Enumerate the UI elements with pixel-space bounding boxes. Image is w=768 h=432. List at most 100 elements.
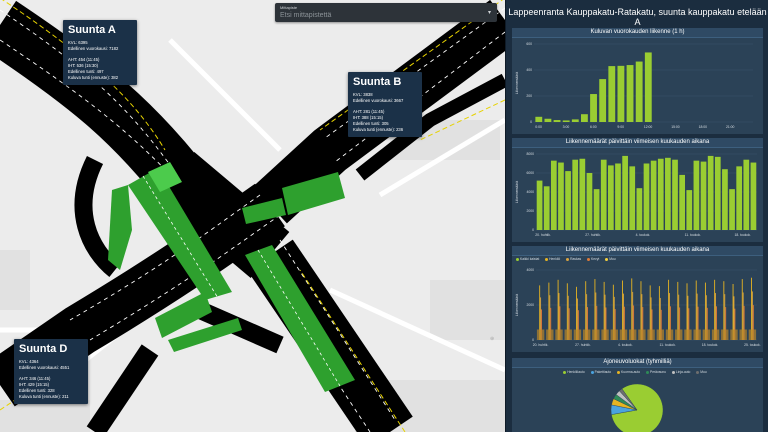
info-line: Edellinen vuorokausi: 3667 [353, 98, 404, 103]
y-tick-label: 0 [532, 338, 534, 342]
bar [736, 166, 743, 230]
info-line: IHT: 536 (15:30) [68, 63, 99, 68]
info-box-direction-a[interactable]: Suunta A KVL: 6395 Edellinen vuorokausi:… [63, 20, 137, 85]
search-placeholder[interactable]: Etsi mittapistettä [280, 12, 332, 19]
bar [615, 163, 621, 230]
spike-bar [715, 293, 717, 340]
daily-bar-chart[interactable]: 0 2000 4000 6000 8000 Liikennemäärä 20. huhtik… [512, 148, 763, 242]
spike-bar [587, 307, 589, 340]
info-box-direction-d[interactable]: Suunta D KVL: 4364 Edellinen vuorokausi:… [14, 339, 88, 404]
spike-bar [751, 291, 753, 340]
bar [580, 114, 588, 122]
x-tick-label: 20. huhtik. [535, 233, 551, 237]
hourly-bar-chart[interactable]: 0 200 400 600 Liikennemäärä 0:00 3:00 6:00 9:00 1… [512, 38, 763, 134]
spike-bar [585, 281, 587, 340]
base-bar [629, 329, 637, 340]
legend-item: Kuorma-auto [621, 370, 641, 374]
bar [586, 173, 593, 230]
vehicle-class-pie-chart[interactable] [512, 376, 763, 432]
base-bar [573, 329, 582, 340]
base-bar [638, 329, 646, 340]
bar [629, 166, 636, 230]
spike-bar [577, 310, 579, 340]
spike-bar [660, 309, 662, 340]
spike-bar [687, 295, 689, 340]
base-bar [693, 329, 701, 340]
pie-slice [611, 383, 664, 432]
y-tick-label: 0 [532, 228, 534, 232]
bar [714, 156, 721, 230]
spike-bar [752, 305, 754, 340]
spike-bar [632, 291, 634, 340]
chart-legend: Kaikki kaistat Henkilö Raskas Kevyt Muu [516, 257, 759, 261]
bar [608, 165, 614, 230]
chart-vehicle-classes: Ajoneuvoluokat (tyhmilliä) Henkilöauto P… [512, 358, 763, 432]
spike-bar [558, 293, 560, 340]
chart-hourly: Kuluvan vuorokauden liikenne (1 h) 0 200 4… [512, 28, 763, 134]
bar [729, 189, 735, 230]
highlighted-lanes[interactable] [108, 162, 355, 392]
chart-title: Ajoneuvoluokat (tyhmilliä) [512, 358, 763, 368]
info-line: AHT: 454 (11:45) [68, 57, 100, 62]
spike-bar [548, 282, 550, 340]
spike-bar [623, 306, 625, 340]
bar [562, 120, 570, 122]
base-bar [702, 329, 711, 340]
spike-bar [567, 295, 569, 340]
info-box-title: Suunta A [68, 24, 116, 36]
spike-bar [603, 281, 605, 340]
y-tick-label: 2000 [526, 209, 534, 213]
bar [593, 189, 600, 230]
info-line: AHT: 346 (11:45) [19, 376, 51, 381]
y-tick-label: 8000 [526, 152, 534, 156]
base-bar [564, 329, 572, 340]
y-tick-label: 400 [526, 68, 532, 72]
base-bar [675, 329, 683, 340]
base-bar [739, 329, 747, 340]
spike-bar [622, 280, 623, 340]
x-tick-label: 3:00 [563, 125, 570, 129]
x-tick-label: 11. toukok. [660, 343, 676, 347]
daily-lanes-chart[interactable]: 0 2000 4000 Liikennemäärä 20. huhtik. 27. huh… [512, 264, 763, 352]
info-box-direction-b[interactable]: Suunta B KVL: 3838 Edellinen vuorokausi:… [348, 72, 422, 137]
road-network-map[interactable]: ⊕ [0, 0, 505, 432]
bar [535, 116, 543, 122]
y-tick-label: 6000 [526, 171, 534, 175]
bar [665, 157, 671, 230]
bar [643, 163, 650, 230]
legend-item: Kevyt [591, 257, 600, 261]
bar [750, 162, 757, 230]
info-line: Edellinen tunti: 305 [353, 121, 389, 126]
spike-bar [696, 293, 698, 340]
bar [558, 162, 564, 230]
x-tick-label: 6:00 [590, 125, 597, 129]
legend-item: Muu [609, 257, 616, 261]
y-tick-label: 2000 [526, 303, 534, 307]
measurement-point-search[interactable]: Mittapiste Etsi mittapistettä ▾ [275, 3, 497, 22]
bar [565, 171, 571, 230]
spike-bar [732, 284, 734, 340]
map[interactable]: ⊕ Suunta A KVL: 6395 Edellinen vuorokaus… [0, 0, 505, 432]
bar [553, 120, 561, 122]
green-lane-markings [142, 175, 341, 387]
base-bar [546, 329, 554, 340]
bar [600, 159, 607, 230]
info-line: Kuluva tunti (ennuste): 382 [68, 75, 119, 80]
base-bar [582, 329, 591, 340]
legend-item: Muu [700, 370, 707, 374]
bar [579, 158, 586, 230]
bar [543, 186, 550, 230]
info-line: Kuluva tunti (ennuste): 236 [353, 127, 404, 132]
chevron-down-icon[interactable]: ▾ [487, 10, 491, 16]
chart-daily: Liikennemäärät päivittäin viimeisen kuuk… [512, 138, 763, 242]
bar [635, 61, 643, 122]
spike-bar [566, 283, 568, 340]
bar [636, 188, 643, 230]
spike-bar [723, 281, 725, 340]
bar [657, 158, 664, 230]
spike-bar [540, 297, 542, 340]
legend-item: Raskas [570, 257, 582, 261]
bar [693, 160, 700, 230]
x-tick-label: 20. huhtik. [533, 343, 549, 347]
y-axis-label: Liikennemäärä [515, 294, 519, 316]
